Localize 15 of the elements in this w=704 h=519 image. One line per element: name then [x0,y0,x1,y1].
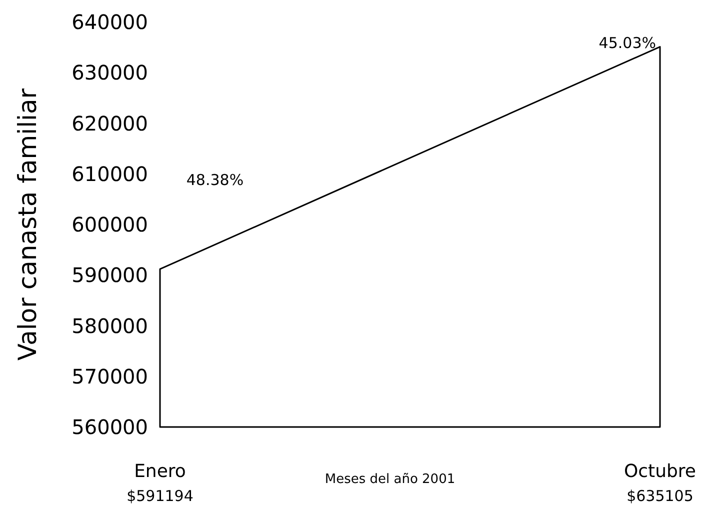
y-tick-label: 630000 [72,60,148,85]
x-tick-label: Enero $591194 [126,461,194,505]
y-tick-label: 610000 [72,162,148,186]
y-tick-label: 560000 [72,415,148,439]
x-tick-label: Octubre $635105 [624,461,696,505]
y-tick-label: 640000 [72,10,148,34]
x-axis-title: Meses del año 2001 [324,472,456,487]
y-tick-label: 600000 [72,212,148,236]
y-axis-title: Valor canasta familiar [13,88,42,361]
annotation: 48.38% [186,171,244,189]
y-tick-label: 580000 [72,314,148,338]
y-tick-label: 570000 [72,364,148,388]
annotation: 45.03% [598,34,656,52]
y-tick-label: 620000 [72,111,148,136]
y-tick-label: 590000 [72,263,148,288]
